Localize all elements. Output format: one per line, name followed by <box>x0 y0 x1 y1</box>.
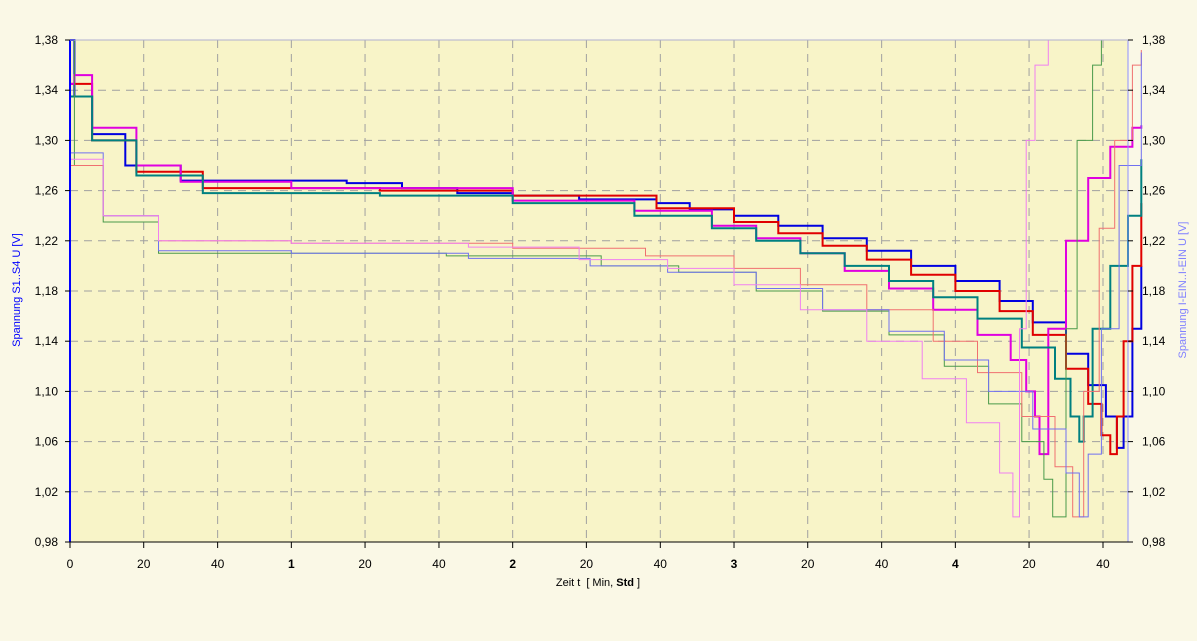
series-line-7 <box>70 52 1142 518</box>
x-tick-label: 2 <box>509 557 516 571</box>
x-tick-label: 4 <box>952 557 959 571</box>
y-tick-label-right: 1,02 <box>1142 485 1166 499</box>
series-line-3 <box>70 74 1143 456</box>
x-tick-label: 20 <box>801 557 815 571</box>
y-tick-label-right: 1,18 <box>1142 284 1166 298</box>
y-axis-right-title: Spannung I-EIN..I-EIN U [V] <box>1177 222 1189 359</box>
x-axis-unit-bold: Std <box>616 577 634 589</box>
x-tick-label: 40 <box>654 557 668 571</box>
y-tick-label-right: 1,30 <box>1142 133 1166 147</box>
x-axis-unit-suffix: ] <box>634 577 640 589</box>
x-tick-label: 40 <box>211 557 225 571</box>
y-ticks-left: 0,98 1,02 1,06 1,10 1,14 1,18 1,22 1,26 1,30 1,34… <box>35 33 70 549</box>
y-tick-label-left: 1,02 <box>35 485 59 499</box>
series-line-8 <box>70 40 1049 518</box>
series-line-4 <box>70 95 1143 443</box>
x-tick-label: 40 <box>875 557 889 571</box>
x-tick-label: 20 <box>358 557 372 571</box>
y-tick-label-left: 1,30 <box>35 133 59 147</box>
y-tick-label-right: 1,06 <box>1142 435 1166 449</box>
y-tick-label-left: 1,38 <box>35 33 59 47</box>
x-tick-label: 40 <box>432 557 446 571</box>
plot-area <box>70 40 1128 542</box>
x-tick-label: 20 <box>580 557 594 571</box>
y-tick-label-left: 0,98 <box>35 535 59 549</box>
series-group <box>70 39 1143 518</box>
y-axis-left-title: Spannung S1..S4 U [V] <box>11 233 23 347</box>
x-tick-label: 40 <box>1096 557 1110 571</box>
y-tick-label-left: 1,26 <box>35 184 59 198</box>
x-tick-label: 1 <box>288 557 295 571</box>
x-axis-unit-prefix: [ Min, <box>586 577 616 589</box>
y-tick-label-right: 1,22 <box>1142 234 1166 248</box>
x-tick-label: 20 <box>137 557 151 571</box>
y-tick-label-left: 1,34 <box>35 83 59 97</box>
y-ticks-right: 0,98 1,02 1,06 1,10 1,14 1,18 1,22 1,26 1,30 1,34… <box>1128 33 1166 549</box>
x-axis-title: Zeit t [ Min, Std ] <box>556 577 640 589</box>
x-tick-label: 3 <box>731 557 738 571</box>
y-tick-label-left: 1,18 <box>35 284 59 298</box>
y-tick-label-right: 1,34 <box>1142 83 1166 97</box>
y-tick-label-left: 1,06 <box>35 435 59 449</box>
y-tick-label-right: 1,38 <box>1142 33 1166 47</box>
x-tick-label: 0 <box>67 557 74 571</box>
y-tick-label-right: 1,10 <box>1142 384 1166 398</box>
x-tick-label: 20 <box>1022 557 1036 571</box>
y-tick-label-right: 0,98 <box>1142 535 1166 549</box>
y-tick-label-right: 1,14 <box>1142 334 1166 348</box>
x-axis-label: Zeit t <box>556 577 580 589</box>
x-ticks: 0 20 40 1 20 40 2 20 40 3 20 40 4 20 40 <box>67 542 1110 571</box>
y-tick-label-left: 1,14 <box>35 334 59 348</box>
y-tick-label-left: 1,22 <box>35 234 59 248</box>
y-tick-label-left: 1,10 <box>35 384 59 398</box>
y-tick-label-right: 1,26 <box>1142 184 1166 198</box>
